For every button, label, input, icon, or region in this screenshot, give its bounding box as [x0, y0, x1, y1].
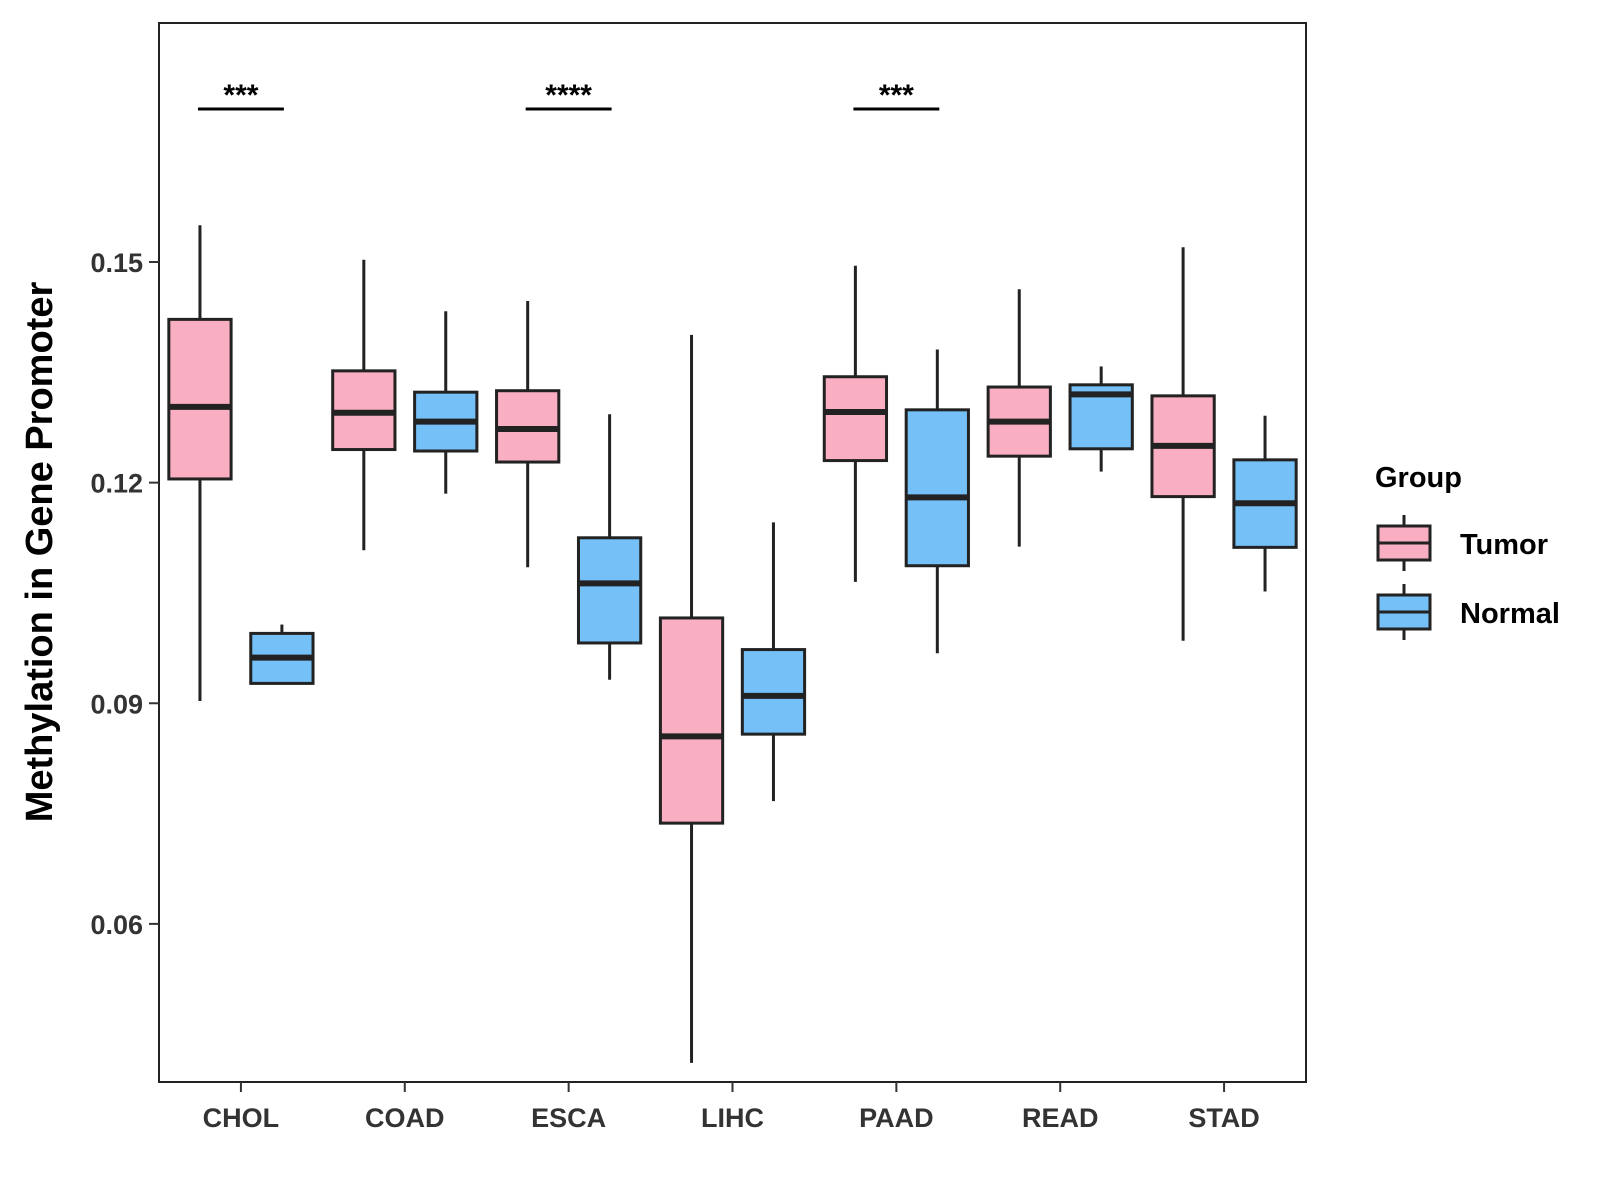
box-normal-paad: [904, 349, 970, 654]
y-tick-label: 0.09: [90, 689, 143, 719]
x-tick-label-esca: ESCA: [531, 1103, 606, 1133]
x-tick-label-stad: STAD: [1188, 1103, 1260, 1133]
y-axis: 0.06 0.09 0.12 0.15: [90, 248, 159, 940]
legend: Group Tumor Normal: [1375, 462, 1560, 640]
y-axis-title: Methylation in Gene Promoter: [19, 282, 61, 823]
legend-label-normal: Normal: [1460, 598, 1560, 630]
box-normal-coad: [413, 311, 479, 494]
x-tick-label-lihc: LIHC: [701, 1103, 764, 1133]
significance-chol: ***: [197, 79, 284, 112]
box-iqr: [904, 408, 970, 568]
box-normal-esca: [576, 414, 643, 680]
box-tumor-chol: [167, 225, 233, 702]
significance-label: ***: [223, 79, 258, 112]
y-tick-label: 0.12: [90, 469, 143, 499]
box-iqr: [658, 616, 725, 825]
plot-area: *** **** ***: [167, 79, 1298, 1063]
box-iqr: [576, 536, 643, 645]
box-tumor-lihc: [658, 334, 725, 1063]
box-normal-stad: [1232, 415, 1298, 592]
box-normal-lihc: [740, 522, 807, 802]
legend-title: Group: [1375, 462, 1462, 494]
x-axis: CHOL COAD ESCA LIHC PAAD READ STAD: [203, 1082, 1260, 1133]
x-tick-label-coad: COAD: [365, 1103, 445, 1133]
x-tick-label-chol: CHOL: [203, 1103, 280, 1133]
box-iqr: [740, 648, 807, 736]
box-tumor-coad: [331, 259, 397, 551]
legend-key-tumor: [1376, 515, 1432, 571]
significance-label: ***: [879, 79, 914, 112]
box-iqr: [167, 317, 233, 481]
box-normal-chol: [249, 624, 315, 685]
significance-esca: ****: [525, 79, 612, 112]
y-tick-label: 0.06: [90, 910, 143, 940]
x-tick-label-read: READ: [1022, 1103, 1099, 1133]
box-iqr: [822, 375, 889, 463]
box-normal-read: [1068, 366, 1134, 472]
legend-key-normal: [1376, 584, 1432, 640]
box-tumor-read: [986, 289, 1052, 547]
legend-item-tumor: Tumor: [1376, 515, 1548, 571]
box-tumor-stad: [1150, 247, 1216, 641]
significance-label: ****: [545, 79, 592, 112]
significance-paad: ***: [853, 79, 940, 112]
legend-item-normal: Normal: [1376, 584, 1560, 640]
box-tumor-paad: [822, 265, 889, 582]
x-tick-label-paad: PAAD: [859, 1103, 934, 1133]
y-tick-label: 0.15: [90, 248, 143, 278]
legend-label-tumor: Tumor: [1460, 529, 1548, 561]
box-tumor-esca: [495, 300, 561, 568]
